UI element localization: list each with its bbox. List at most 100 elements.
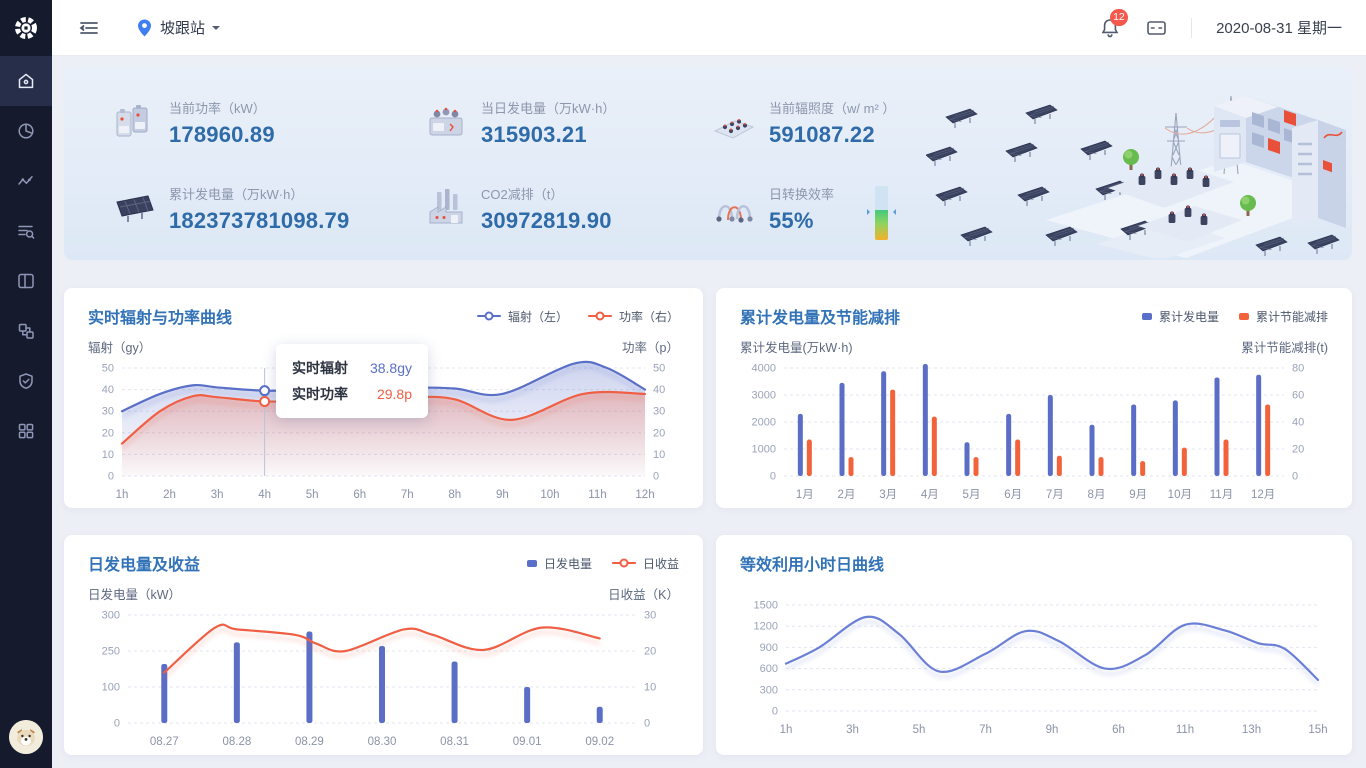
legend-label: 功率（右）: [618, 309, 679, 324]
stat-current-power: 当前功率（kW） 178960.89: [112, 98, 275, 148]
svg-text:0: 0: [772, 706, 778, 718]
svg-text:7h: 7h: [401, 489, 414, 501]
daily-energy-chart[interactable]: 0 0 100 10 250 20 300 30 08.27 08.28 08.29 08.30 08.…: [88, 605, 679, 753]
home-icon: [18, 73, 34, 89]
chevron-down-icon: [212, 25, 221, 34]
svg-text:10: 10: [102, 449, 114, 461]
fullscreen-button[interactable]: [1146, 19, 1167, 37]
sidebar-item-topology[interactable]: [0, 306, 52, 356]
svg-text:6h: 6h: [353, 489, 366, 501]
stat-co2: CO2减排（t） 30972819.90: [424, 184, 612, 234]
svg-text:9h: 9h: [1046, 724, 1059, 736]
square-marker-icon: [526, 559, 537, 567]
svg-text:2月: 2月: [838, 489, 856, 501]
svg-text:08.30: 08.30: [368, 736, 397, 748]
legend-item-daily-revenue[interactable]: 日收益: [611, 555, 679, 572]
card-radiation-power: 实时辐射与功率曲线 辐射（左） 功率（右） 辐射（gy） 功率（p） 0 0 10 1…: [64, 288, 703, 508]
svg-text:10h: 10h: [540, 489, 559, 501]
svg-text:9月: 9月: [1129, 489, 1147, 501]
svg-text:0: 0: [108, 471, 114, 483]
station-name: 坡跟站: [160, 20, 206, 37]
gear-logo-icon: [15, 17, 37, 39]
svg-text:08.29: 08.29: [295, 736, 324, 748]
layout-icon: [18, 273, 34, 289]
sidebar-item-analytics[interactable]: [0, 106, 52, 156]
stat-efficiency: 日转换效率 55%: [712, 184, 897, 240]
activity-icon: [18, 176, 33, 185]
svg-text:100: 100: [102, 682, 120, 694]
legend-item-radiation[interactable]: 辐射（左）: [476, 308, 568, 325]
station-selector[interactable]: 坡跟站: [136, 17, 221, 38]
svg-text:11月: 11月: [1210, 489, 1233, 501]
legend-label: 日收益: [642, 556, 679, 571]
left-axis-label: 累计发电量(万kW·h): [740, 341, 853, 355]
right-axis-label: 日收益（K）: [608, 588, 679, 602]
svg-text:600: 600: [760, 663, 778, 675]
svg-text:4月: 4月: [921, 489, 939, 501]
svg-text:09.02: 09.02: [585, 736, 614, 748]
card-title: 日发电量及收益: [88, 557, 201, 574]
sidebar-item-curves[interactable]: [0, 156, 52, 206]
sidebar-item-reports[interactable]: [0, 206, 52, 256]
svg-text:1月: 1月: [796, 489, 814, 501]
svg-text:5h: 5h: [913, 724, 926, 736]
sidebar-item-home[interactable]: [0, 56, 52, 106]
app-logo: [0, 0, 52, 56]
svg-text:0: 0: [644, 718, 650, 730]
svg-text:7h: 7h: [979, 724, 992, 736]
svg-text:4000: 4000: [752, 363, 776, 375]
svg-text:6月: 6月: [1004, 489, 1022, 501]
svg-text:3000: 3000: [752, 390, 776, 402]
square-marker-icon: [1238, 312, 1249, 320]
legend-label: 累计节能减排: [1255, 309, 1328, 324]
stat-label: 当日发电量（万kW·h）: [481, 101, 616, 116]
notifications-button[interactable]: 12: [1100, 8, 1128, 39]
svg-text:1500: 1500: [754, 600, 778, 612]
svg-text:20: 20: [653, 427, 665, 439]
svg-text:08.28: 08.28: [222, 736, 251, 748]
topology-icon: [18, 323, 34, 339]
kpi-banner: 当前功率（kW） 178960.89 当日发电量（万kW·h） 315903.2…: [64, 66, 1352, 260]
legend-item-power[interactable]: 功率（右）: [587, 308, 679, 325]
user-avatar[interactable]: [9, 720, 43, 754]
stat-daily-energy: 当日发电量（万kW·h） 315903.21: [424, 98, 615, 148]
legend-item-cumulative-energy[interactable]: 累计发电量: [1141, 308, 1219, 325]
sidebar-item-security[interactable]: [0, 356, 52, 406]
svg-text:40: 40: [102, 384, 114, 396]
sidebar-item-layout[interactable]: [0, 256, 52, 306]
menu-toggle-button[interactable]: [78, 18, 100, 38]
stat-value: 182373781098.79: [169, 208, 350, 233]
irradiance-icon: [713, 118, 755, 139]
pipes-icon: [716, 204, 753, 223]
legend: 累计发电量 累计节能减排: [1141, 308, 1328, 325]
tooltip-label: 实时辐射: [292, 360, 348, 376]
cumulative-energy-chart[interactable]: 0 0 1000 20 2000 40 3000 60 4000 80 1月 2月 3月 4月 5月 6月 7月…: [740, 358, 1328, 506]
legend-item-cumulative-saving[interactable]: 累计节能减排: [1238, 308, 1328, 325]
svg-text:7月: 7月: [1046, 489, 1064, 501]
stat-value: 591087.22: [769, 122, 875, 147]
grid-icon: [18, 423, 34, 439]
svg-text:30: 30: [102, 406, 114, 418]
sidebar-item-apps[interactable]: [0, 406, 52, 456]
svg-text:3h: 3h: [846, 724, 859, 736]
stat-label: 当前辐照度（w/ m² ）: [769, 101, 896, 116]
tooltip-value: 38.8gy: [369, 360, 412, 376]
stat-value: 30972819.90: [481, 208, 612, 233]
legend-item-daily-energy[interactable]: 日发电量: [526, 555, 592, 572]
card-title: 等效利用小时日曲线: [740, 557, 885, 574]
pie-chart-icon: [18, 123, 34, 139]
svg-text:1200: 1200: [754, 621, 778, 633]
svg-text:2h: 2h: [163, 489, 176, 501]
svg-text:3h: 3h: [211, 489, 224, 501]
inverter-icon: [116, 105, 148, 137]
svg-text:50: 50: [653, 363, 665, 375]
shield-check-icon: [19, 373, 33, 389]
main-content: 当前功率（kW） 178960.89 当日发电量（万kW·h） 315903.2…: [52, 56, 1366, 768]
solar-plant-illustration: [926, 95, 1346, 258]
stat-label: 当前功率（kW）: [169, 101, 266, 116]
chart-tooltip: 实时辐射 38.8gy 实时功率 29.8p: [276, 344, 428, 418]
legend-label: 日发电量: [543, 556, 592, 571]
svg-text:20: 20: [644, 646, 656, 658]
equivalent-hours-chart[interactable]: 0 300 600 900 1200 1500 1h 3h 5h 7h 9h 6h 11h 13h 15h: [740, 593, 1328, 741]
svg-text:08.27: 08.27: [150, 736, 179, 748]
